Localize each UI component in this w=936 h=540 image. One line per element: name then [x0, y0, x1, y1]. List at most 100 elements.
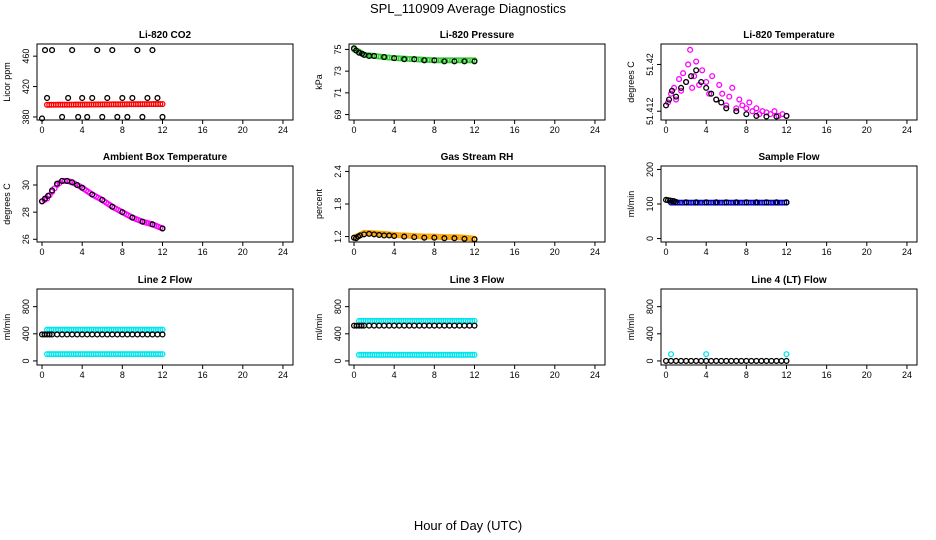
panel-title: Li-820 CO2: [139, 30, 192, 41]
data-point-secondary: [144, 94, 151, 102]
data-point-secondary: [406, 322, 413, 329]
data-point-primary: [746, 99, 753, 106]
data-point-secondary: [763, 357, 770, 364]
data-point-secondary: [159, 225, 166, 232]
data-point-secondary: [129, 214, 136, 221]
x-tick-label: 8: [432, 247, 437, 257]
x-tick-label: 0: [664, 125, 669, 135]
panel-3: Li-820 Temperature degrees C 0 4 8 12 16 20 24 51…: [626, 30, 918, 135]
data-point-secondary: [446, 322, 453, 329]
x-tick-label: 24: [902, 125, 912, 135]
x-tick-label: 20: [862, 247, 872, 257]
data-point-secondary: [753, 199, 760, 206]
data-point-secondary: [461, 322, 468, 329]
data-point-primary: [771, 108, 778, 115]
data-point-secondary: [743, 357, 750, 364]
plot-frame: [36, 43, 294, 121]
y-tick-label: 51.412: [645, 97, 655, 125]
data-point-secondary: [74, 331, 81, 338]
x-tick-label: 12: [469, 247, 479, 257]
panel-title: Ambient Box Temperature: [103, 152, 228, 163]
data-point-secondary: [768, 357, 775, 364]
data-point-secondary: [421, 57, 428, 64]
x-tick-label: 24: [902, 370, 912, 380]
x-tick-label: 4: [392, 125, 397, 135]
data-point-secondary: [783, 112, 790, 119]
x-tick-label: 16: [822, 247, 832, 257]
x-tick-label: 4: [704, 247, 709, 257]
data-point-cyan-points: [703, 351, 710, 358]
x-tick-label: 20: [550, 370, 560, 380]
y-tick-label: 0: [21, 358, 31, 363]
data-point-secondary: [75, 113, 82, 121]
data-point-secondary: [99, 331, 106, 338]
x-tick-label: 12: [157, 370, 167, 380]
data-point-secondary: [411, 56, 418, 63]
data-point-secondary: [773, 357, 780, 364]
data-point-secondary: [728, 357, 735, 364]
data-point-secondary: [149, 331, 156, 338]
panel-title: Line 4 (LT) Flow: [751, 275, 827, 286]
data-point-primary: [739, 102, 746, 109]
data-point-secondary: [665, 96, 673, 103]
data-point-secondary: [763, 199, 770, 206]
data-point-secondary: [44, 192, 52, 199]
data-point-secondary: [149, 221, 156, 228]
data-point-secondary: [386, 322, 393, 329]
data-point-secondary: [678, 84, 685, 91]
data-point-secondary: [154, 94, 161, 102]
x-tick-label: 20: [862, 370, 872, 380]
panel-8: Line 3 Flow ml/min 0 4 8 12 16 20 24 0 400 800: [314, 275, 606, 380]
data-point-secondary: [723, 199, 730, 206]
data-point-secondary: [758, 357, 765, 364]
panel-1: Li-820 CO2 Licor ppm 0 4 8 12 16 20 24 380 420 460: [2, 30, 294, 135]
data-point-secondary: [713, 199, 720, 206]
x-tick-label: 20: [238, 125, 248, 135]
x-tick-label: 8: [744, 370, 749, 380]
data-point-secondary: [431, 322, 438, 329]
x-tick-label: 12: [781, 370, 791, 380]
x-tick-label: 0: [40, 247, 45, 257]
data-point-secondary: [668, 87, 676, 94]
data-point-secondary: [723, 105, 730, 112]
data-point-secondary: [673, 357, 680, 364]
x-tick-label: 8: [120, 370, 125, 380]
x-tick-label: 24: [902, 247, 912, 257]
x-tick-label: 20: [238, 247, 248, 257]
data-point-secondary: [54, 180, 61, 187]
data-point-line-low: [159, 351, 166, 358]
x-tick-label: 4: [392, 247, 397, 257]
data-point-secondary: [69, 179, 76, 186]
data-point-secondary: [89, 191, 96, 198]
data-point-secondary: [713, 96, 720, 103]
data-point-secondary: [471, 322, 478, 329]
data-point-primary: [689, 84, 696, 91]
x-tick-label: 20: [238, 370, 248, 380]
data-point-primary: [699, 67, 706, 74]
y-tick-label: 100: [645, 196, 655, 211]
x-axis-label: Hour of Day (UTC): [413, 518, 523, 533]
data-point-secondary: [99, 113, 106, 121]
x-tick-label: 20: [862, 125, 872, 135]
x-tick-label: 12: [469, 125, 479, 135]
data-point-secondary: [783, 357, 790, 364]
y-axis-label: ml/min: [314, 314, 324, 341]
data-point-secondary: [109, 47, 116, 54]
data-point-secondary: [355, 49, 363, 56]
y-axis-label: ml/min: [2, 314, 12, 341]
data-point-secondary: [134, 331, 141, 338]
data-point-secondary: [451, 322, 458, 329]
y-tick-label: 400: [645, 326, 655, 341]
x-tick-label: 4: [80, 370, 85, 380]
data-point-secondary: [159, 331, 166, 338]
data-point-secondary: [718, 357, 725, 364]
x-tick-label: 4: [392, 370, 397, 380]
x-tick-label: 20: [550, 247, 560, 257]
data-point-primary: [736, 96, 743, 103]
data-point-secondary: [366, 322, 373, 329]
plot-frame: [348, 165, 606, 243]
data-point-secondary: [89, 94, 96, 102]
data-point-secondary: [451, 58, 458, 65]
data-point-secondary: [733, 357, 740, 364]
